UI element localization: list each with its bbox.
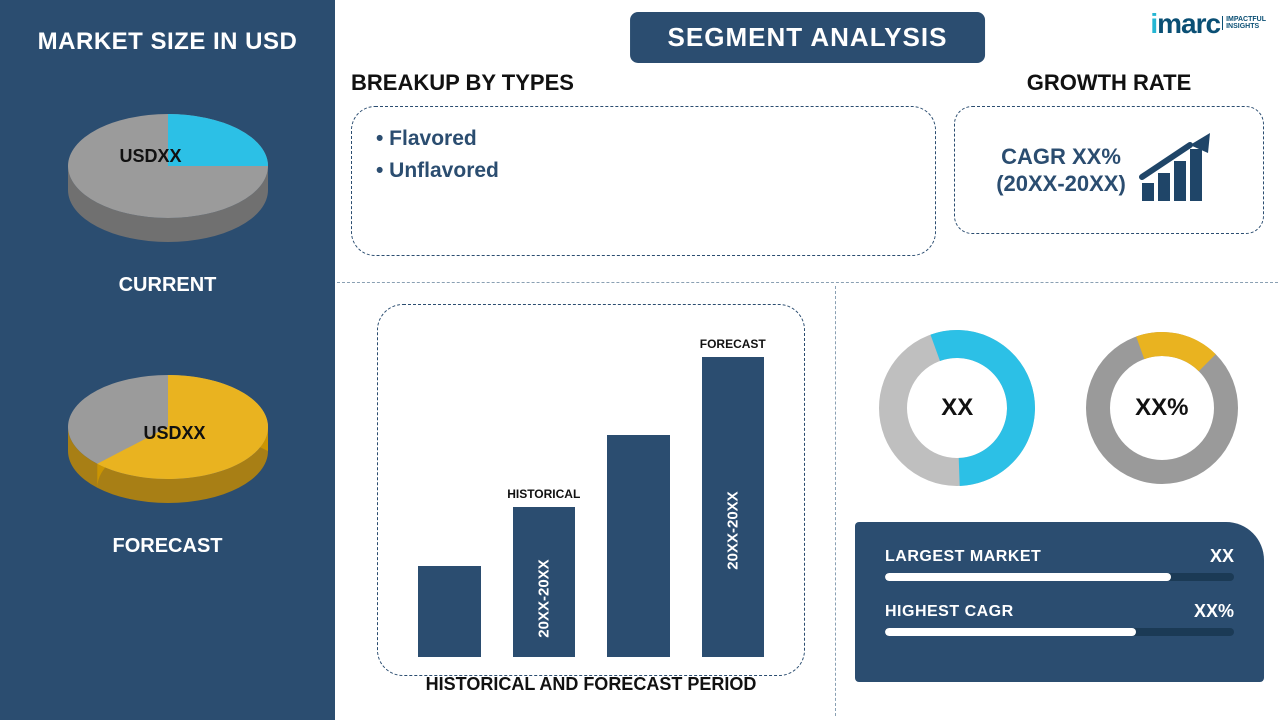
bars-panel: HISTORICAL20XX-20XXFORECAST20XX-20XX HIS… [351,292,831,714]
bars-row: HISTORICAL20XX-20XXFORECAST20XX-20XX [418,331,764,657]
logo-rest: marc [1157,8,1220,39]
main: imarc IMPACTFULINSIGHTS SEGMENT ANALYSIS… [335,0,1280,720]
sidebar-title: MARKET SIZE IN USD [38,28,298,56]
bar-side-label: 20XX-20XX [535,559,552,637]
bar [418,566,481,657]
metrics-box: LARGEST MARKET XX HIGHEST CAGR XX% [855,522,1264,682]
metric-value: XX% [1194,601,1234,622]
types-heading: BREAKUP BY TYPES [351,70,936,96]
pie-forecast-label: USDXX [144,423,206,444]
metric-label: LARGEST MARKET [885,548,1041,566]
bar: HISTORICAL20XX-20XX [513,507,576,657]
sidebar: MARKET SIZE IN USD USDXX CURRENT USDXX F… [0,0,335,720]
donut-left: XX [872,323,1042,493]
type-item: • Flavored [376,123,911,155]
donut-left-value: XX [941,394,973,422]
bar: FORECAST20XX-20XX [702,357,765,657]
types-panel: BREAKUP BY TYPES • Flavored• Unflavored [351,70,936,270]
metric-label: HIGHEST CAGR [885,603,1014,621]
bar-side-label: 20XX-20XX [724,491,741,569]
pie-current: USDXX [48,84,288,274]
metric-bar [885,628,1234,636]
bar-top-label: FORECAST [700,337,766,351]
logo-tagline: IMPACTFULINSIGHTS [1222,16,1266,30]
growth-icon [1136,131,1222,209]
pie-current-label: USDXX [120,146,182,167]
growth-text: CAGR XX%(20XX-20XX) [996,143,1126,198]
growth-panel: GROWTH RATE CAGR XX%(20XX-20XX) [954,70,1264,270]
metric-bar [885,573,1234,581]
pie-forecast-caption: FORECAST [113,535,223,558]
pie-current-caption: CURRENT [119,274,217,297]
pie-forecast: USDXX [48,345,288,535]
types-list: • Flavored• Unflavored [351,106,936,256]
metric-row: LARGEST MARKET XX [885,546,1234,567]
brand-logo: imarc IMPACTFULINSIGHTS [1150,8,1266,40]
bar-top-label: HISTORICAL [507,487,580,501]
metric-value: XX [1210,546,1234,567]
page-title: SEGMENT ANALYSIS [630,12,986,63]
bar [607,435,670,657]
type-item: • Unflavored [376,155,911,187]
divider-horizontal [337,282,1278,283]
donut-right: XX% [1077,323,1247,493]
donut-right-value: XX% [1135,394,1188,422]
growth-heading: GROWTH RATE [954,70,1264,96]
right-panel: XX XX% LARGEST MARKET XX HIGHEST CAGR XX% [831,292,1264,714]
bars-caption: HISTORICAL AND FORECAST PERIOD [378,674,804,695]
metric-row: HIGHEST CAGR XX% [885,601,1234,622]
